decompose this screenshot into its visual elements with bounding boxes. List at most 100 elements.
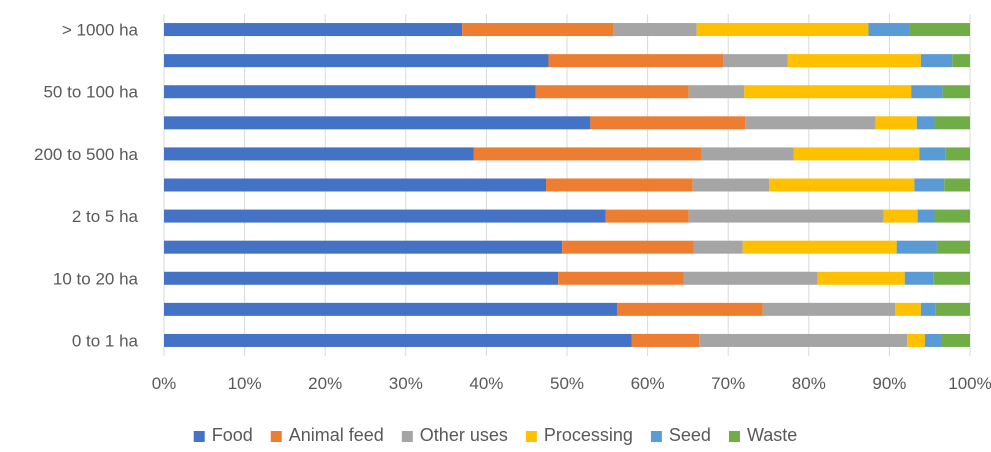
bar-segment	[793, 147, 920, 161]
bar-segment	[875, 116, 917, 130]
bar-segment	[548, 54, 724, 68]
bar-segment	[934, 209, 970, 223]
x-tick-label: 30%	[389, 374, 423, 393]
bar-segment	[590, 116, 746, 130]
category-label: 2 to 5 ha	[72, 207, 139, 226]
legend-label: Other uses	[420, 425, 508, 445]
bar-segment	[164, 209, 606, 223]
bar-segment	[535, 85, 689, 99]
x-tick-label: 50%	[550, 374, 584, 393]
x-tick-label: 40%	[469, 374, 503, 393]
legend-swatch	[525, 431, 537, 442]
bar-segment	[817, 271, 905, 285]
bar-segment	[944, 178, 970, 192]
bar-segment	[616, 302, 763, 316]
bar-segment	[745, 116, 876, 130]
bar-segment	[164, 147, 474, 161]
bar-row	[164, 147, 970, 161]
bar-segment	[546, 178, 693, 192]
legend-label: Processing	[544, 425, 633, 445]
bar-segment	[945, 147, 970, 161]
legend-label: Animal feed	[289, 425, 384, 445]
bar-segment	[164, 240, 563, 254]
bar-segment	[693, 240, 743, 254]
bar-segment	[942, 85, 970, 99]
x-tick-label: 70%	[711, 374, 745, 393]
legend-item: Other uses	[401, 425, 508, 445]
legend-item: Food	[193, 425, 253, 445]
legend-swatch	[401, 431, 413, 442]
x-tick-label: 90%	[872, 374, 906, 393]
bar-segment	[762, 302, 896, 316]
bar-row	[164, 178, 970, 192]
x-tick-label: 10%	[228, 374, 262, 393]
x-axis-tick-labels: 0% 10% 20% 30% 40% 50% 60% 70% 80% 90% 100%	[152, 374, 991, 393]
bar-segment	[696, 23, 869, 37]
legend-label: Food	[212, 425, 253, 445]
bar-segment	[164, 178, 547, 192]
bar-segment	[164, 54, 549, 68]
bar-segment	[920, 54, 953, 68]
bar-segment	[952, 54, 970, 68]
bar-segment	[744, 85, 912, 99]
bar-row	[164, 116, 970, 130]
bar-segment	[688, 85, 745, 99]
category-label: 10 to 20 ha	[53, 269, 139, 288]
bar-segment	[769, 178, 915, 192]
x-tick-label: 20%	[308, 374, 342, 393]
bar-segment	[742, 240, 897, 254]
bar-segment	[723, 54, 788, 68]
category-label: 50 to 100 ha	[43, 83, 138, 102]
legend: Food Animal feed Other uses Processing Seed W…	[193, 425, 797, 445]
legend-swatch	[193, 431, 205, 442]
bar-segment	[924, 333, 941, 347]
bar-segment	[164, 116, 591, 130]
bars	[164, 23, 970, 347]
bar-segment	[699, 333, 908, 347]
bar-segment	[473, 147, 702, 161]
bar-segment	[462, 23, 614, 37]
x-tick-label: 80%	[792, 374, 826, 393]
legend-item: Processing	[525, 425, 633, 445]
bar-segment	[164, 333, 632, 347]
bar-row	[164, 54, 970, 68]
bar-row	[164, 85, 970, 99]
category-label: > 1000 ha	[62, 21, 139, 40]
bar-segment	[933, 271, 970, 285]
bar-row	[164, 209, 970, 223]
bar-segment	[917, 209, 935, 223]
bar-segment	[683, 271, 818, 285]
category-labels: 0 to 1 ha 10 to 20 ha 2 to 5 ha 200 to 500 …	[34, 21, 139, 351]
bar-segment	[787, 54, 921, 68]
bar-segment	[164, 271, 559, 285]
legend-item: Waste	[728, 425, 797, 445]
category-label: 0 to 1 ha	[72, 331, 139, 350]
bar-segment	[688, 209, 884, 223]
bar-segment	[940, 333, 970, 347]
legend-swatch	[728, 431, 740, 442]
bar-row	[164, 333, 970, 347]
x-tick-label: 0%	[152, 374, 177, 393]
bar-segment	[920, 302, 936, 316]
bar-segment	[909, 23, 970, 37]
bar-segment	[692, 178, 770, 192]
bar-segment	[613, 23, 697, 37]
bar-segment	[935, 302, 970, 316]
category-label: 200 to 500 ha	[34, 145, 139, 164]
x-tick-label: 60%	[631, 374, 665, 393]
bar-segment	[895, 302, 921, 316]
bar-segment	[911, 85, 943, 99]
bar-segment	[907, 333, 925, 347]
legend-item: Animal feed	[270, 425, 384, 445]
bar-segment	[934, 116, 970, 130]
legend-label: Waste	[747, 425, 797, 445]
bar-segment	[562, 240, 694, 254]
legend-swatch	[270, 431, 282, 442]
x-tick-label: 100%	[948, 374, 991, 393]
bar-row	[164, 271, 970, 285]
bar-row	[164, 23, 970, 37]
bar-segment	[896, 240, 937, 254]
bar-row	[164, 302, 970, 316]
bar-segment	[164, 85, 536, 99]
